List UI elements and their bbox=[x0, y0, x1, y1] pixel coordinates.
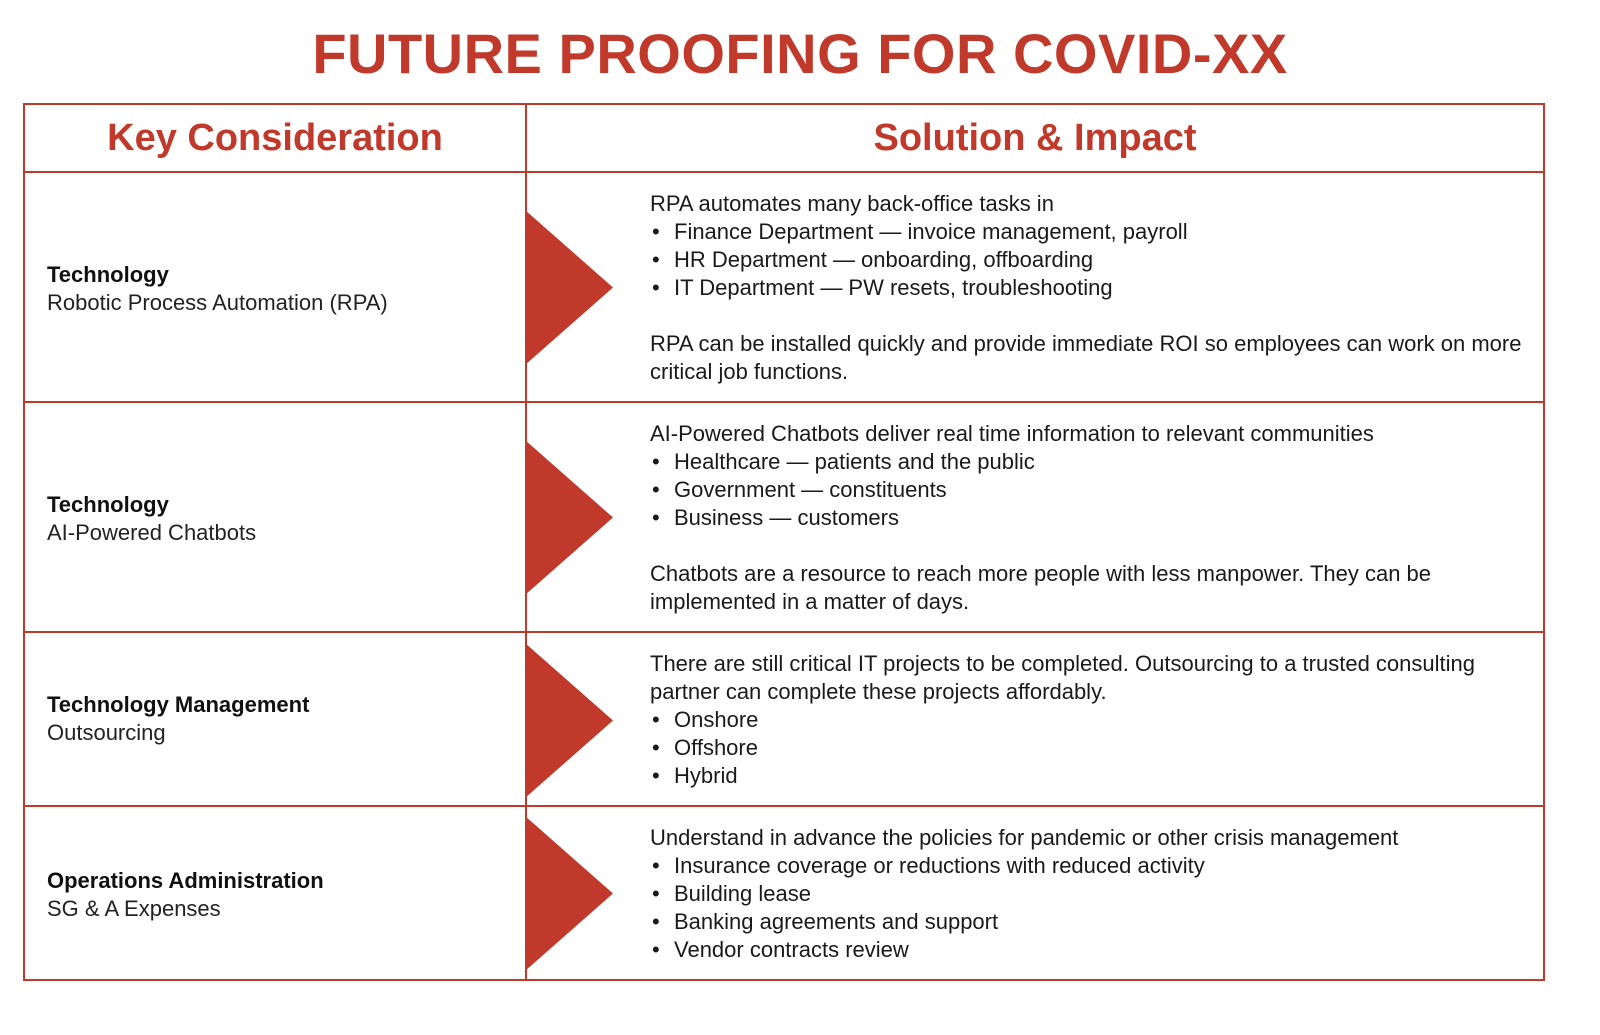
solution-cell: RPA automates many back-office tasks in … bbox=[650, 190, 1530, 386]
row-divider bbox=[25, 805, 1543, 807]
list-item: • Government — constituents bbox=[652, 477, 947, 502]
list-item: • HR Department — onboarding, offboarding bbox=[652, 247, 1094, 272]
solution-bullets: • Onshore • Offshore • Hybrid bbox=[650, 706, 1530, 790]
key-title: Operations Administration bbox=[47, 868, 324, 893]
table-row: Operations Administration SG & A Expense… bbox=[25, 807, 1543, 981]
table-row: Technology Management Outsourcing There … bbox=[25, 633, 1543, 805]
list-item: • Offshore bbox=[652, 735, 758, 760]
arrow-icon bbox=[525, 440, 615, 595]
row-divider bbox=[25, 631, 1543, 633]
key-consideration-cell: Technology AI-Powered Chatbots bbox=[47, 491, 507, 547]
solution-bullets: • Healthcare — patients and the public • G… bbox=[650, 448, 1530, 532]
table-row: Technology AI-Powered Chatbots AI-Powere… bbox=[25, 403, 1543, 631]
list-item: • Vendor contracts review bbox=[652, 937, 909, 962]
solution-intro: RPA automates many back-office tasks in bbox=[650, 191, 1054, 216]
list-item: • Insurance coverage or reductions with r… bbox=[652, 853, 1205, 878]
arrow-icon bbox=[525, 643, 615, 798]
list-item: • Onshore bbox=[652, 707, 759, 732]
solution-intro: Understand in advance the policies for p… bbox=[650, 825, 1399, 850]
table-row: Technology Robotic Process Automation (R… bbox=[25, 173, 1543, 401]
key-title: Technology bbox=[47, 492, 169, 517]
solution-cell: There are still critical IT projects to … bbox=[650, 650, 1530, 790]
list-item: • Banking agreements and support bbox=[652, 909, 999, 934]
solution-cell: Understand in advance the policies for p… bbox=[650, 824, 1530, 964]
solution-intro: AI-Powered Chatbots deliver real time in… bbox=[650, 421, 1374, 446]
list-item: • IT Department — PW resets, troubleshoot… bbox=[652, 275, 1113, 300]
header-key-consideration: Key Consideration bbox=[107, 117, 443, 159]
key-subtitle: SG & A Expenses bbox=[47, 896, 221, 921]
solution-cell: AI-Powered Chatbots deliver real time in… bbox=[650, 420, 1530, 616]
key-title: Technology Management bbox=[47, 692, 310, 717]
solution-intro: There are still critical IT projects to … bbox=[650, 651, 1475, 704]
solution-bullets: • Finance Department — invoice management… bbox=[650, 218, 1530, 302]
key-subtitle: Outsourcing bbox=[47, 720, 166, 745]
list-item: • Healthcare — patients and the public bbox=[652, 449, 1035, 474]
row-divider bbox=[25, 401, 1543, 403]
list-item: • Business — customers bbox=[652, 505, 899, 530]
solution-bullets: • Insurance coverage or reductions with r… bbox=[650, 852, 1530, 964]
header-divider bbox=[25, 171, 1543, 173]
list-item: • Hybrid bbox=[652, 763, 738, 788]
solution-outro: RPA can be installed quickly and provide… bbox=[650, 331, 1522, 384]
list-item: • Building lease bbox=[652, 881, 811, 906]
solution-outro: Chatbots are a resource to reach more pe… bbox=[650, 561, 1432, 614]
page-title: FUTURE PROOFING FOR COVID-XX bbox=[312, 22, 1288, 85]
key-consideration-cell: Operations Administration SG & A Expense… bbox=[47, 867, 507, 923]
arrow-icon bbox=[525, 210, 615, 365]
arrow-icon bbox=[525, 816, 615, 971]
key-consideration-cell: Technology Robotic Process Automation (R… bbox=[47, 261, 507, 317]
consideration-table: Key Consideration Solution & Impact Tech… bbox=[23, 103, 1545, 981]
list-item: • Finance Department — invoice management… bbox=[652, 219, 1188, 244]
key-subtitle: Robotic Process Automation (RPA) bbox=[47, 290, 388, 315]
key-title: Technology bbox=[47, 262, 169, 287]
key-consideration-cell: Technology Management Outsourcing bbox=[47, 691, 507, 747]
key-subtitle: AI-Powered Chatbots bbox=[47, 520, 257, 545]
header-solution-impact: Solution & Impact bbox=[873, 117, 1197, 159]
